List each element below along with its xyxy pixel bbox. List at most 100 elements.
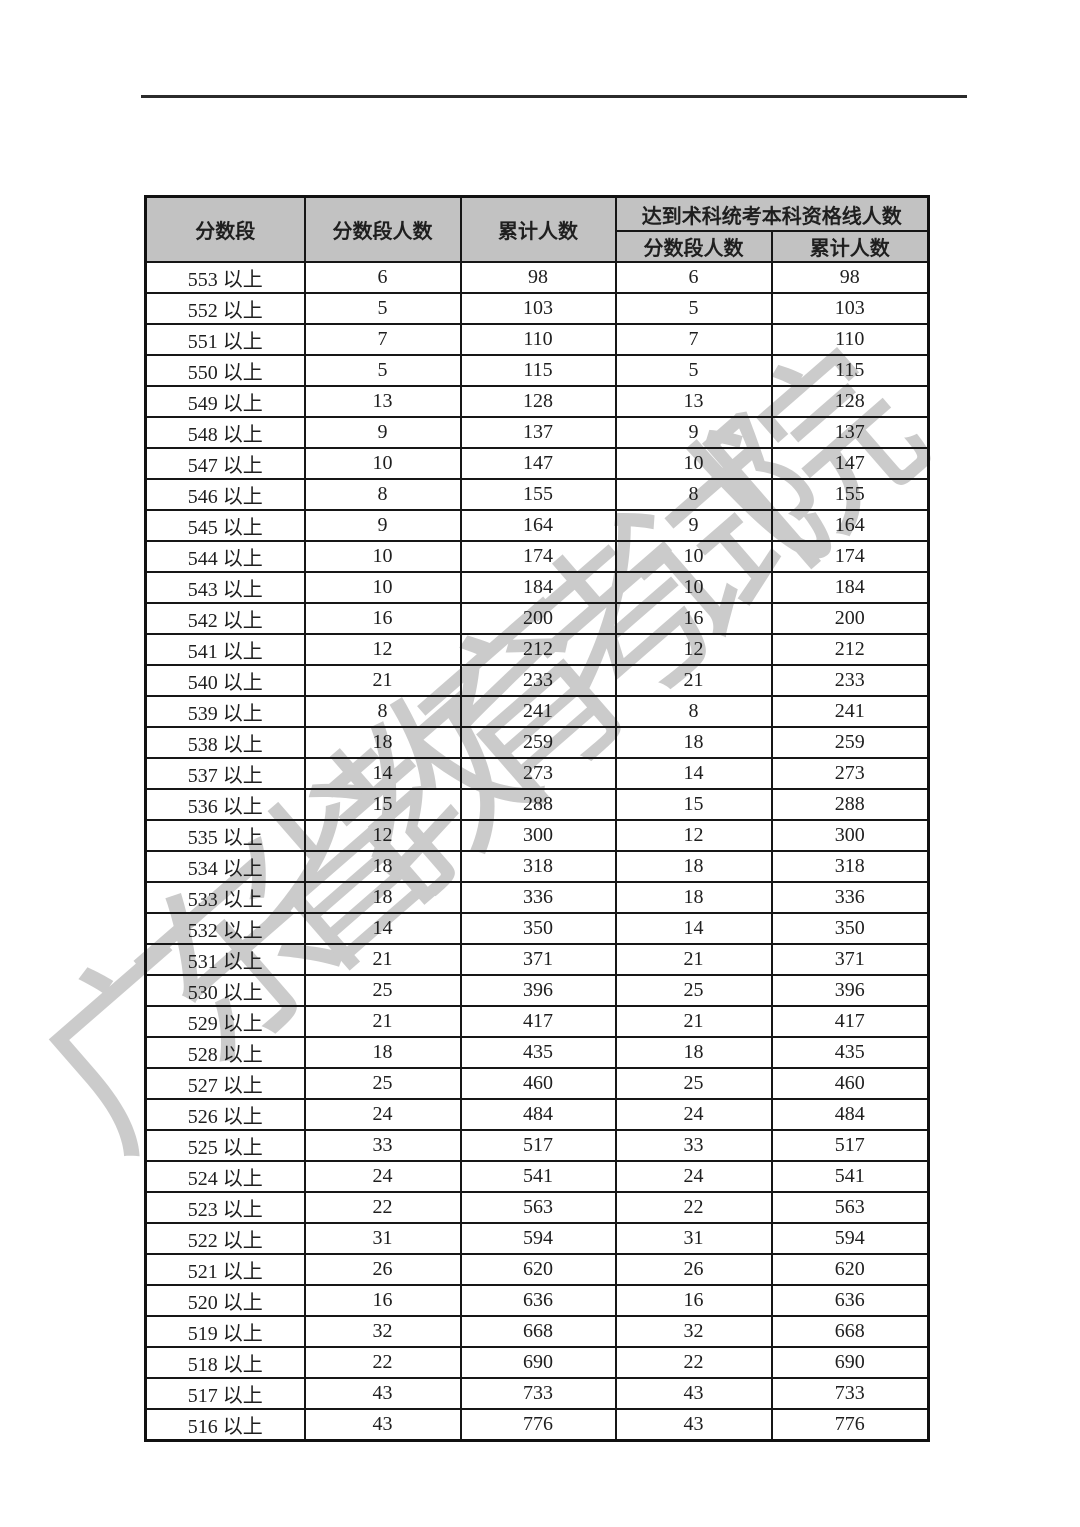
- table-row: 543 以上 10 184 10 184: [144, 571, 930, 604]
- cell-score-range: 533 以上: [144, 881, 306, 914]
- header-cumulative-count: 累计人数: [459, 195, 617, 263]
- cell-qualified-cumulative-count: 233: [770, 664, 930, 697]
- cell-qualified-cumulative-count: 300: [770, 819, 930, 852]
- cell-qualified-range-count: 31: [614, 1222, 773, 1255]
- cell-qualified-range-count: 33: [614, 1129, 773, 1162]
- cell-qualified-cumulative-count: 200: [770, 602, 930, 635]
- table-row: 534 以上 18 318 18 318: [144, 850, 930, 883]
- cell-cumulative-count: 594: [459, 1222, 617, 1255]
- cell-cumulative-count: 668: [459, 1315, 617, 1348]
- cell-qualified-cumulative-count: 336: [770, 881, 930, 914]
- cell-score-range: 549 以上: [144, 385, 306, 418]
- cell-score-range: 529 以上: [144, 1005, 306, 1038]
- cell-score-range: 541 以上: [144, 633, 306, 666]
- cell-qualified-range-count: 16: [614, 1284, 773, 1317]
- cell-cumulative-count: 733: [459, 1377, 617, 1410]
- cell-range-count: 13: [303, 385, 462, 418]
- cell-score-range: 543 以上: [144, 571, 306, 604]
- cell-qualified-range-count: 12: [614, 819, 773, 852]
- cell-qualified-range-count: 7: [614, 323, 773, 356]
- cell-qualified-range-count: 5: [614, 292, 773, 325]
- cell-range-count: 12: [303, 819, 462, 852]
- header-qualified-group: 达到术科统考本科资格线人数: [614, 195, 930, 232]
- cell-qualified-cumulative-count: 620: [770, 1253, 930, 1286]
- cell-cumulative-count: 620: [459, 1253, 617, 1286]
- cell-score-range: 542 以上: [144, 602, 306, 635]
- cell-cumulative-count: 128: [459, 385, 617, 418]
- cell-qualified-range-count: 22: [614, 1346, 773, 1379]
- cell-qualified-range-count: 12: [614, 633, 773, 666]
- cell-range-count: 33: [303, 1129, 462, 1162]
- cell-cumulative-count: 155: [459, 478, 617, 511]
- cell-qualified-cumulative-count: 137: [770, 416, 930, 449]
- table-row: 538 以上 18 259 18 259: [144, 726, 930, 759]
- cell-range-count: 18: [303, 850, 462, 883]
- cell-cumulative-count: 336: [459, 881, 617, 914]
- cell-qualified-cumulative-count: 460: [770, 1067, 930, 1100]
- cell-cumulative-count: 541: [459, 1160, 617, 1193]
- cell-qualified-range-count: 13: [614, 385, 773, 418]
- cell-qualified-cumulative-count: 417: [770, 1005, 930, 1038]
- cell-score-range: 545 以上: [144, 509, 306, 542]
- cell-score-range: 550 以上: [144, 354, 306, 387]
- table-row: 528 以上 18 435 18 435: [144, 1036, 930, 1069]
- cell-qualified-range-count: 8: [614, 478, 773, 511]
- cell-qualified-range-count: 14: [614, 757, 773, 790]
- cell-qualified-cumulative-count: 103: [770, 292, 930, 325]
- cell-cumulative-count: 137: [459, 416, 617, 449]
- table-row: 526 以上 24 484 24 484: [144, 1098, 930, 1131]
- cell-qualified-range-count: 25: [614, 1067, 773, 1100]
- table-row: 524 以上 24 541 24 541: [144, 1160, 930, 1193]
- table-row: 519 以上 32 668 32 668: [144, 1315, 930, 1348]
- cell-qualified-cumulative-count: 164: [770, 509, 930, 542]
- cell-range-count: 16: [303, 602, 462, 635]
- cell-qualified-cumulative-count: 636: [770, 1284, 930, 1317]
- table-row: 521 以上 26 620 26 620: [144, 1253, 930, 1286]
- cell-qualified-cumulative-count: 98: [770, 261, 930, 294]
- cell-range-count: 8: [303, 695, 462, 728]
- cell-cumulative-count: 110: [459, 323, 617, 356]
- cell-score-range: 536 以上: [144, 788, 306, 821]
- table-row: 527 以上 25 460 25 460: [144, 1067, 930, 1100]
- cell-cumulative-count: 212: [459, 633, 617, 666]
- cell-qualified-cumulative-count: 184: [770, 571, 930, 604]
- cell-cumulative-count: 435: [459, 1036, 617, 1069]
- cell-range-count: 5: [303, 292, 462, 325]
- cell-range-count: 9: [303, 416, 462, 449]
- cell-qualified-range-count: 9: [614, 416, 773, 449]
- top-rule-divider: [141, 95, 967, 98]
- table-row: 550 以上 5 115 5 115: [144, 354, 930, 387]
- cell-score-range: 535 以上: [144, 819, 306, 852]
- cell-qualified-range-count: 26: [614, 1253, 773, 1286]
- cell-cumulative-count: 115: [459, 354, 617, 387]
- cell-qualified-cumulative-count: 128: [770, 385, 930, 418]
- table-row: 520 以上 16 636 16 636: [144, 1284, 930, 1317]
- cell-qualified-cumulative-count: 174: [770, 540, 930, 573]
- cell-cumulative-count: 350: [459, 912, 617, 945]
- cell-score-range: 538 以上: [144, 726, 306, 759]
- score-distribution-table-wrap: 分数段 分数段人数 累计人数 达到术科统考本科资格线人数 分数段人数 累计人数 …: [144, 195, 930, 1442]
- cell-qualified-range-count: 10: [614, 571, 773, 604]
- cell-cumulative-count: 636: [459, 1284, 617, 1317]
- cell-score-range: 523 以上: [144, 1191, 306, 1224]
- cell-qualified-cumulative-count: 350: [770, 912, 930, 945]
- cell-range-count: 43: [303, 1377, 462, 1410]
- table-row: 533 以上 18 336 18 336: [144, 881, 930, 914]
- cell-score-range: 548 以上: [144, 416, 306, 449]
- cell-qualified-range-count: 24: [614, 1098, 773, 1131]
- table-row: 523 以上 22 563 22 563: [144, 1191, 930, 1224]
- table-row: 518 以上 22 690 22 690: [144, 1346, 930, 1379]
- cell-qualified-cumulative-count: 668: [770, 1315, 930, 1348]
- cell-cumulative-count: 776: [459, 1408, 617, 1442]
- cell-range-count: 14: [303, 912, 462, 945]
- cell-qualified-range-count: 43: [614, 1377, 773, 1410]
- cell-qualified-cumulative-count: 517: [770, 1129, 930, 1162]
- cell-cumulative-count: 103: [459, 292, 617, 325]
- table-row: 539 以上 8 241 8 241: [144, 695, 930, 728]
- cell-score-range: 551 以上: [144, 323, 306, 356]
- cell-qualified-cumulative-count: 594: [770, 1222, 930, 1255]
- cell-qualified-cumulative-count: 371: [770, 943, 930, 976]
- cell-qualified-cumulative-count: 435: [770, 1036, 930, 1069]
- cell-range-count: 10: [303, 540, 462, 573]
- cell-qualified-cumulative-count: 318: [770, 850, 930, 883]
